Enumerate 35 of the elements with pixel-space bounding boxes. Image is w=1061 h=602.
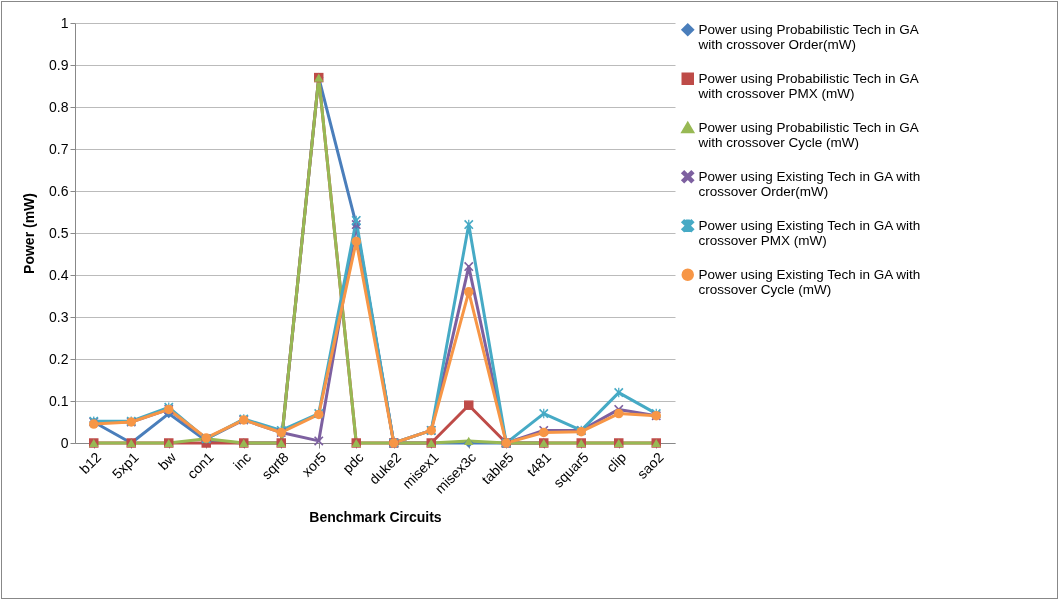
y-tick-label: 0.1 [49, 392, 69, 409]
point [351, 215, 361, 226]
x-tick-label: clip [602, 448, 630, 476]
legend-label: Power using Probabilistic Tech in GA with crossover Cycle (mW) [697, 119, 919, 151]
point [464, 400, 474, 410]
legend-label: Power using Existing Tech in GA with crossover Order(mW) [698, 168, 921, 200]
point [464, 287, 474, 297]
point [351, 236, 361, 247]
point [539, 408, 549, 419]
legend-label: Power using Probabilistic Tech in GA with crossover Order(mW) [697, 21, 919, 53]
y-tick-label: 0.4 [49, 266, 69, 283]
point [464, 219, 474, 230]
point [614, 408, 624, 419]
legend-label: Power using Existing Tech in GA with crossover Cycle (mW) [698, 266, 921, 298]
x-tick-label: pdc [339, 449, 367, 477]
legend-label: Power using Existing Tech in GA with crossover PMX (mW) [698, 217, 921, 249]
x-tick-label: bw [155, 448, 180, 474]
y-tick-label: 0.2 [49, 350, 69, 367]
y-tick-label: 1 [60, 14, 69, 31]
point [464, 261, 474, 272]
x-tick-label: inc [230, 449, 255, 474]
x-tick-label: b12 [76, 448, 105, 477]
y-axis-title: Power (mW) [21, 193, 38, 274]
x-tick-label: t481 [523, 448, 555, 480]
y-tick-label: 0.3 [49, 308, 69, 325]
y-tick-label: 0.9 [49, 56, 69, 73]
x-axis-title: Benchmark Circuits [309, 508, 442, 525]
y-tick-label: 0.8 [49, 98, 69, 115]
point [314, 436, 324, 446]
y-tick-label: 0.7 [49, 140, 69, 157]
y-tick-label: 0.6 [49, 182, 69, 199]
point [614, 387, 624, 398]
y-tick-label: 0 [60, 434, 69, 451]
legend-label: Power using Probabilistic Tech in GA with crossover PMX (mW) [697, 70, 919, 102]
y-tick-label: 0.5 [49, 224, 69, 241]
